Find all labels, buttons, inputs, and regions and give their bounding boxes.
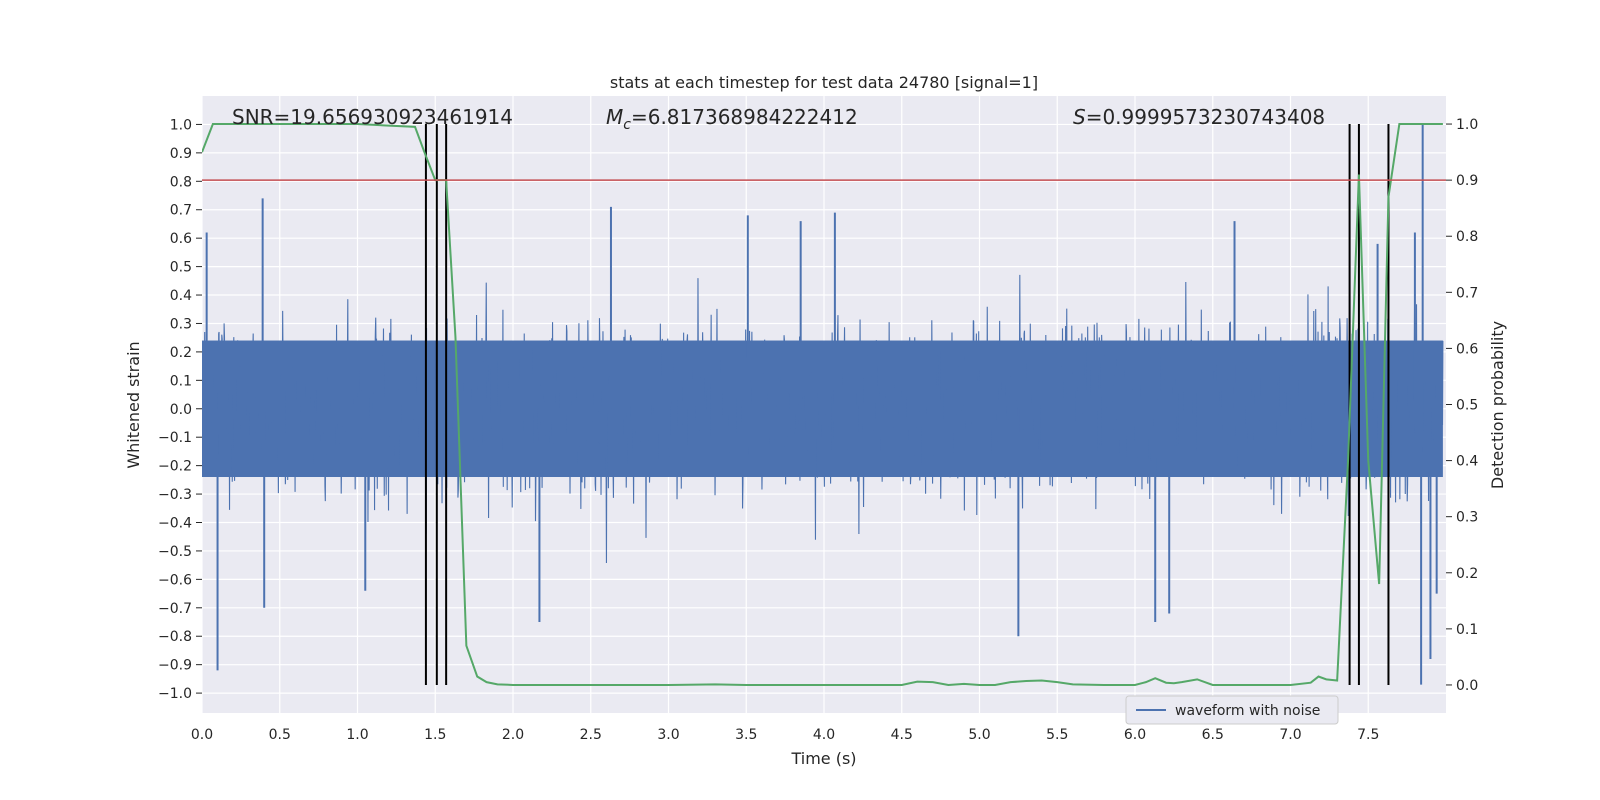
y-tick-label: −0.2 (158, 459, 192, 475)
y-tick-label: −1.0 (158, 686, 192, 702)
x-axis-ticks: 0.0 0.5 1.0 1.5 2.0 2.5 3.0 3.5 4.0 4.5 5.0 5.5 6.0 6… (191, 727, 1380, 743)
probability-line (202, 123, 1443, 686)
y-tick-label: 0.9 (170, 146, 192, 162)
y-tick-label: 0.8 (170, 174, 192, 190)
y-tick-label: 0.3 (170, 316, 192, 332)
x-tick-label: 1.0 (346, 727, 368, 743)
x-tick-label: 7.5 (1357, 727, 1379, 743)
waveform-series (202, 124, 1444, 685)
x-tick-label: 6.5 (1202, 727, 1224, 743)
score-annotation: S=0.9999573230743408 (1073, 105, 1325, 129)
x-tick-label: 1.5 (424, 727, 446, 743)
y2-axis-ticks: 1.0 0.9 0.8 0.7 0.6 0.5 0.4 0.3 0.2 0.1 0.0 (1446, 117, 1478, 694)
y2-tick-label: 1.0 (1456, 117, 1478, 133)
chirp-mass-subscript: c (623, 117, 631, 133)
y2-tick-label: 0.4 (1456, 454, 1478, 470)
legend-box (1125, 695, 1339, 725)
y-axis-label: Whitened strain (124, 341, 143, 468)
x-tick-label: 5.5 (1046, 727, 1068, 743)
x-tick-label: 6.0 (1124, 727, 1146, 743)
y2-tick-label: 0.0 (1456, 678, 1478, 694)
y2-tick-label: 0.1 (1456, 622, 1478, 638)
y-tick-label: −0.6 (158, 572, 192, 588)
legend: waveform with noise (1125, 695, 1339, 725)
score-value: =0.9999573230743408 (1086, 105, 1325, 129)
y-tick-label: −0.8 (158, 629, 192, 645)
x-tick-label: 0.5 (269, 727, 291, 743)
y-tick-label: 0.6 (170, 231, 192, 247)
x-tick-label: 5.0 (968, 727, 990, 743)
legend-label: waveform with noise (1175, 703, 1320, 719)
y-tick-label: −0.4 (158, 515, 192, 531)
y2-tick-label: 0.9 (1456, 173, 1478, 189)
x-tick-label: 3.5 (735, 727, 757, 743)
y-tick-label: 0.7 (170, 203, 192, 219)
probability-series (202, 123, 1443, 686)
y2-axis-label: Detection probability (1488, 321, 1507, 489)
y2-tick-label: 0.3 (1456, 510, 1478, 526)
x-tick-label: 3.0 (657, 727, 679, 743)
x-tick-label: 4.5 (891, 727, 913, 743)
y-tick-label: 0.1 (170, 373, 192, 389)
x-axis-label: Time (s) (790, 749, 856, 768)
chirp-mass-symbol: M (606, 105, 623, 129)
y-tick-label: 0.0 (170, 402, 192, 418)
x-tick-label: 0.0 (191, 727, 213, 743)
y2-tick-label: 0.5 (1456, 398, 1478, 414)
waveform-line (202, 274, 1444, 564)
y2-tick-label: 0.6 (1456, 341, 1478, 357)
y-tick-label: 0.5 (170, 260, 192, 276)
x-tick-label: 2.5 (580, 727, 602, 743)
x-tick-label: 2.0 (502, 727, 524, 743)
y-tick-label: 1.0 (170, 117, 192, 133)
snr-annotation: SNR=19.656930923461914 (232, 105, 513, 129)
x-tick-label: 7.0 (1279, 727, 1301, 743)
y-tick-label: −0.7 (158, 601, 192, 617)
y-tick-label: 0.4 (170, 288, 192, 304)
y2-tick-label: 0.2 (1456, 566, 1478, 582)
y-tick-label: 0.2 (170, 345, 192, 361)
score-symbol: S (1073, 105, 1086, 129)
chirp-mass-value: =6.817368984222412 (631, 105, 858, 129)
chart-title: stats at each timestep for test data 247… (610, 73, 1038, 92)
y2-tick-label: 0.8 (1456, 229, 1478, 245)
x-tick-label: 4.0 (813, 727, 835, 743)
y-axis-ticks: 1.0 0.9 0.8 0.7 0.6 0.5 0.4 0.3 0.2 0.1 0.0 −0.1 −0.… (158, 117, 202, 702)
chirp-mass-annotation: Mc=6.817368984222412 (606, 105, 858, 133)
y2-tick-label: 0.7 (1456, 285, 1478, 301)
y-tick-label: −0.9 (158, 658, 192, 674)
y-tick-label: −0.1 (158, 430, 192, 446)
y-tick-label: −0.3 (158, 487, 192, 503)
y-tick-label: −0.5 (158, 544, 192, 560)
